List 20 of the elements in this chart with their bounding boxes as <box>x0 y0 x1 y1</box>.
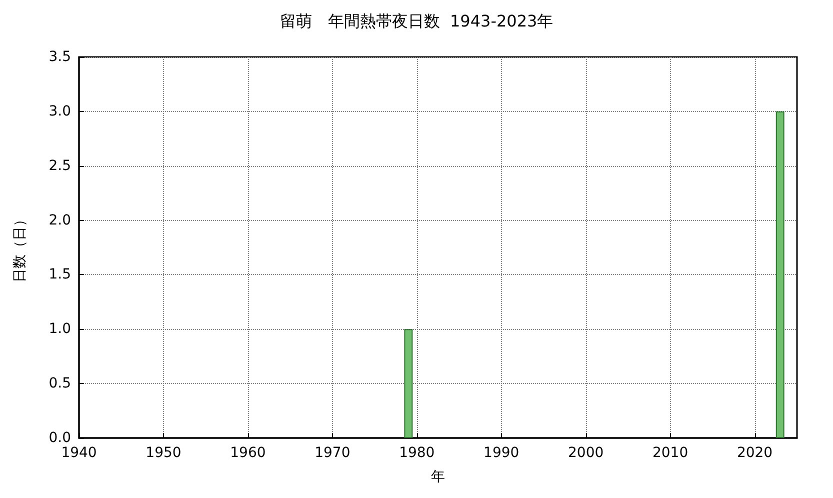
chart-title: 留萌 年間熱帯夜日数 1943-2023年 <box>280 12 554 30</box>
x-tick-label: 1980 <box>399 445 435 461</box>
y-tick-label: 3.0 <box>48 103 71 120</box>
x-tick-label: 1990 <box>484 445 520 461</box>
x-tick-label: 1950 <box>146 445 182 461</box>
y-tick-label: 2.5 <box>48 158 71 174</box>
x-tick-label: 1960 <box>230 445 266 461</box>
y-tick-label: 1.0 <box>48 321 71 338</box>
x-tick-label: 2000 <box>568 445 604 461</box>
y-axis-title: 日数（日） <box>12 212 28 282</box>
y-tick-label: 0.5 <box>48 376 71 392</box>
y-tick-label: 2.0 <box>48 212 71 228</box>
x-tick-label: 1940 <box>61 445 97 461</box>
x-tick-label: 1970 <box>314 445 350 461</box>
x-tick-label: 2020 <box>736 445 773 461</box>
x-tick-label: 2010 <box>652 445 688 461</box>
x-axis-title: 年 <box>431 469 445 485</box>
y-tick-label: 3.5 <box>48 49 71 65</box>
y-tick-label: 0.0 <box>48 430 71 446</box>
y-tick-label: 1.5 <box>48 266 71 283</box>
